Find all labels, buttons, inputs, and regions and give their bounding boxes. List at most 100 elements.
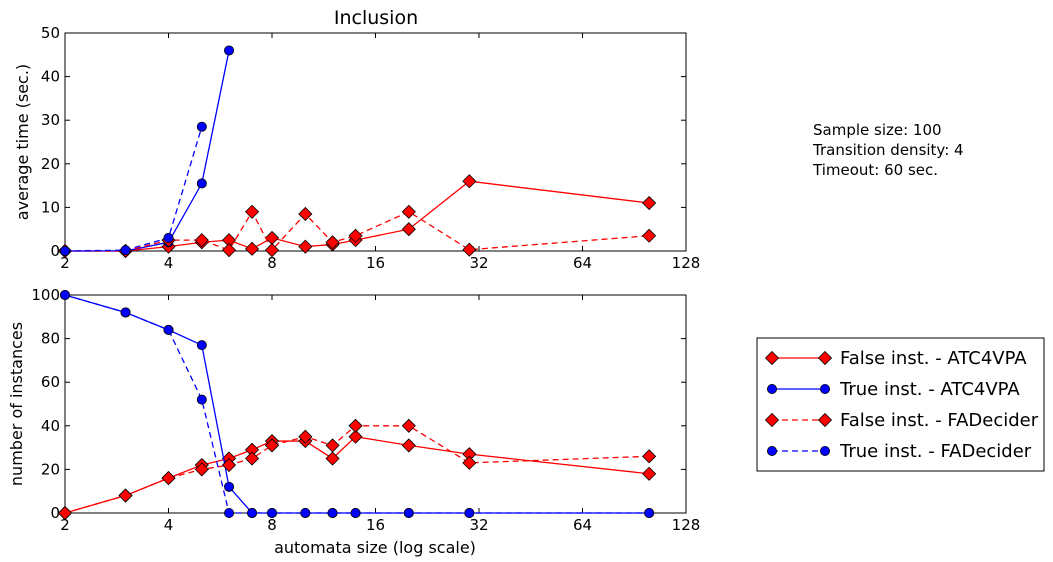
series-false-inst-fadecider	[57, 204, 657, 259]
diamond-marker	[244, 241, 260, 256]
diamond-marker	[348, 418, 363, 433]
diamond-marker	[325, 235, 340, 250]
x-tick-label: 32	[469, 254, 488, 272]
circle-marker	[60, 245, 71, 256]
diamond-marker	[221, 457, 237, 473]
circle-marker	[163, 232, 174, 243]
circle-marker	[120, 245, 131, 256]
diamond-marker	[298, 429, 313, 444]
y-tick-label: 40	[41, 68, 60, 86]
circle-marker	[224, 45, 235, 56]
legend-frame	[756, 337, 1045, 472]
circle-marker	[300, 507, 311, 518]
diamond-marker	[118, 488, 133, 503]
series-line	[64, 294, 650, 514]
circle-marker	[403, 507, 414, 518]
legend-label: False inst. - FADecider	[840, 410, 1039, 431]
y-tick-label: 20	[41, 155, 60, 173]
circle-marker	[247, 507, 258, 518]
series-true-inst-atc4vpa	[60, 289, 655, 518]
circle-marker	[224, 507, 235, 518]
series-false-inst-fadecider	[57, 418, 657, 521]
circle-marker	[266, 507, 277, 518]
legend-entry: False inst. - FADecider	[764, 410, 1039, 431]
y-tick-label: 0	[50, 504, 60, 522]
diamond-marker	[462, 242, 477, 257]
diamond-marker	[642, 228, 657, 243]
diamond-marker	[401, 222, 416, 237]
circle-marker	[820, 445, 831, 456]
x-tick-label: 32	[469, 516, 488, 534]
x-tick-label: 8	[267, 254, 277, 272]
plot-frame	[64, 294, 687, 514]
x-tick-label: 64	[573, 516, 592, 534]
y-tick-label: 10	[41, 198, 60, 216]
diamond-marker	[264, 243, 280, 258]
y-tick-label: 80	[41, 330, 60, 348]
circle-marker	[644, 507, 655, 518]
circle-marker	[120, 307, 131, 318]
circle-marker	[464, 507, 475, 518]
plot-frame	[64, 32, 687, 252]
x-tick-label: 64	[573, 254, 592, 272]
annotation-line: Transition density: 4	[812, 141, 964, 159]
legend: False inst. - ATC4VPA True inst. - ATC4VP…	[756, 337, 1045, 472]
diamond-marker	[244, 204, 260, 219]
y-tick-label: 20	[41, 460, 60, 478]
circle-marker	[327, 507, 338, 518]
diamond-marker	[57, 505, 73, 521]
x-tick-label: 4	[164, 254, 174, 272]
x-axis-label: automata size (log scale)	[274, 538, 476, 557]
circle-marker	[767, 445, 778, 456]
circle-marker	[350, 507, 361, 518]
diamond-marker	[244, 451, 260, 466]
x-tick-label: 128	[672, 516, 701, 534]
x-tick-label: 128	[672, 254, 701, 272]
diamond-marker	[401, 438, 416, 453]
annotation-line: Sample size: 100	[813, 121, 942, 139]
diamond-marker	[764, 412, 780, 428]
circle-marker	[163, 324, 174, 335]
circle-marker	[196, 121, 207, 132]
instances-chart: number of instances automata size (log s…	[7, 286, 700, 557]
circle-marker	[196, 394, 207, 405]
diamond-marker	[264, 438, 280, 453]
chart-title: Inclusion	[334, 7, 418, 29]
diamond-marker	[817, 350, 833, 366]
diamond-marker	[462, 455, 477, 470]
diamond-marker	[325, 451, 340, 466]
circle-marker	[224, 481, 235, 492]
diamond-marker	[298, 206, 313, 222]
diamond-marker	[642, 449, 657, 464]
time-chart: Inclusion average time (sec.) 2 4 8 16 32 64 1…	[13, 7, 700, 272]
legend-label: False inst. - ATC4VPA	[840, 348, 1027, 369]
annotation-line: Timeout: 60 sec.	[812, 161, 938, 179]
diamond-marker	[325, 438, 340, 453]
diamond-marker	[642, 195, 657, 211]
circle-marker	[60, 289, 71, 300]
series-line	[64, 436, 650, 514]
x-tick-label: 2	[60, 254, 70, 272]
legend-label: True inst. - ATC4VPA	[839, 379, 1020, 400]
legend-entry: True inst. - FADecider	[767, 441, 1032, 462]
diamond-marker	[348, 228, 363, 243]
circle-marker	[767, 383, 778, 394]
diamond-marker	[264, 230, 280, 245]
x-tick-label: 16	[366, 254, 385, 272]
diamond-marker	[462, 174, 477, 189]
y-axis-label-time: average time (sec.)	[13, 64, 32, 220]
legend-entry: True inst. - ATC4VPA	[767, 379, 1020, 400]
diamond-marker	[817, 412, 833, 428]
y-tick-label: 0	[50, 242, 60, 260]
parameter-annotation: Sample size: 100 Transition density: 4 T…	[812, 121, 964, 179]
y-tick-label: 100	[31, 286, 60, 304]
y-axis-label-instances: number of instances	[7, 322, 26, 486]
diamond-marker	[348, 429, 363, 444]
circle-marker	[196, 340, 207, 351]
diamond-marker	[161, 471, 176, 486]
legend-entry: False inst. - ATC4VPA	[764, 348, 1027, 369]
series-true-inst-fadecider	[60, 289, 655, 518]
circle-marker	[820, 383, 831, 394]
x-tick-label: 8	[267, 516, 277, 534]
